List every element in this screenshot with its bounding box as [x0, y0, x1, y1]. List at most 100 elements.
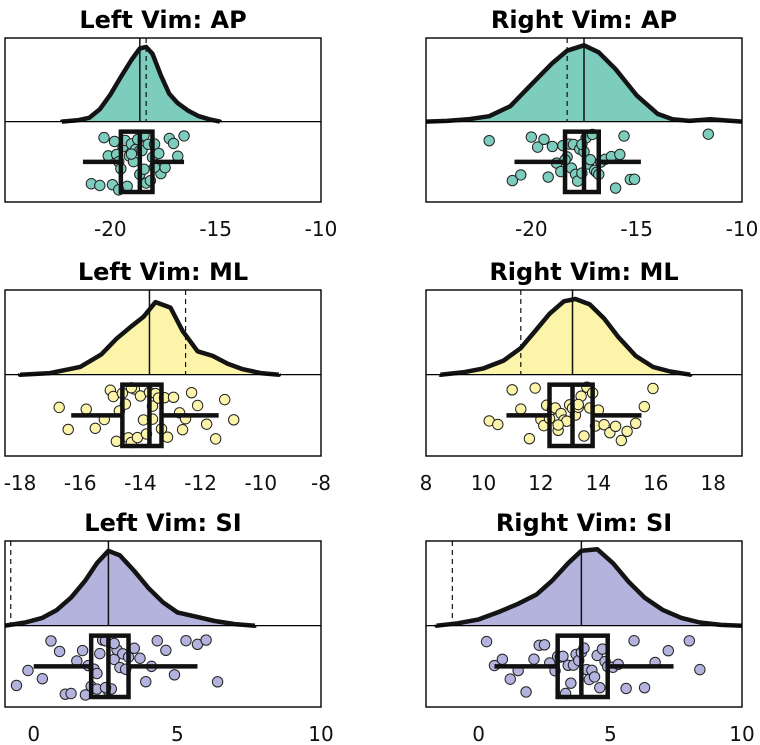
data-point — [628, 635, 640, 647]
data-point — [80, 403, 92, 415]
data-point — [36, 673, 49, 685]
x-tick-label: -18 — [4, 471, 37, 495]
x-tick-label: 10 — [308, 722, 333, 745]
data-point — [76, 644, 89, 657]
data-point — [62, 423, 74, 436]
data-point — [520, 686, 532, 698]
data-point — [588, 671, 601, 683]
data-point — [628, 173, 641, 185]
data-point — [151, 635, 163, 647]
data-point — [531, 141, 544, 153]
data-point — [65, 687, 77, 700]
panel-title: Left Vim: AP — [79, 6, 246, 34]
data-point — [45, 635, 57, 647]
data-point — [209, 433, 222, 445]
data-point — [538, 133, 550, 146]
data-point — [504, 673, 516, 685]
data-point — [94, 179, 106, 192]
x-tick-label: -10 — [305, 217, 338, 241]
x-tick-label: 10 — [729, 722, 754, 745]
data-point — [153, 147, 165, 160]
panel-title: Right Vim: ML — [489, 258, 678, 286]
data-point — [191, 399, 204, 412]
data-point — [140, 675, 152, 688]
data-point — [160, 644, 172, 657]
data-point — [492, 418, 504, 431]
x-tick-label: -14 — [124, 471, 157, 495]
x-tick-label: 14 — [586, 471, 611, 495]
data-point — [496, 653, 509, 666]
density-curve — [5, 548, 258, 628]
data-point — [647, 382, 659, 395]
panel-title: Left Vim: ML — [78, 258, 248, 286]
data-point — [702, 128, 714, 140]
panel-3: Left Vim: ML -18 -16 -14 -12 -10 -8 — [4, 258, 331, 495]
data-point — [168, 669, 181, 681]
density-curve — [438, 296, 693, 377]
data-point — [125, 148, 138, 160]
x-tick-label: -20 — [94, 217, 127, 241]
data-point — [621, 425, 633, 438]
data-point — [176, 424, 189, 436]
data-point — [98, 131, 110, 144]
data-point — [538, 639, 551, 651]
plot-frame — [4, 37, 322, 203]
panel-6: Right Vim: SI 0 5 10 — [425, 509, 755, 745]
panel-title: Right Vim: AP — [491, 6, 677, 34]
data-point — [565, 677, 577, 689]
data-point — [609, 420, 622, 432]
x-tick-label: 18 — [701, 471, 726, 495]
x-tick-label: 0 — [27, 722, 40, 745]
plot-frame — [4, 540, 322, 708]
density-curve — [434, 546, 742, 628]
plot-frame — [425, 540, 743, 708]
data-point — [211, 676, 224, 688]
data-point — [620, 682, 632, 695]
plot-frame — [4, 289, 322, 457]
data-point — [615, 434, 628, 447]
data-point — [515, 169, 527, 181]
data-point — [180, 634, 192, 647]
x-tick-label: 12 — [528, 471, 553, 495]
data-point — [523, 432, 536, 445]
panel-title: Left Vim: SI — [84, 509, 241, 537]
plot-frame — [425, 37, 743, 203]
data-point — [200, 634, 212, 646]
iqr-box — [118, 129, 155, 195]
data-point — [167, 137, 180, 150]
data-point — [528, 653, 540, 665]
data-point — [609, 182, 622, 194]
data-point — [94, 647, 106, 660]
data-point — [598, 419, 610, 431]
data-point — [110, 435, 123, 448]
x-tick-label: -20 — [515, 217, 548, 241]
data-point — [515, 403, 527, 415]
x-tick-label: 8 — [420, 471, 433, 495]
data-point — [506, 384, 518, 396]
data-point — [662, 645, 674, 657]
x-tick-label: -16 — [64, 471, 97, 495]
x-tick-label: 16 — [643, 471, 668, 495]
data-point — [618, 130, 630, 142]
data-point — [529, 382, 541, 394]
data-point — [167, 391, 180, 403]
data-point — [22, 664, 34, 677]
data-point — [638, 681, 651, 694]
data-point — [578, 430, 590, 442]
data-point — [584, 153, 597, 166]
x-tick-label: -12 — [184, 471, 217, 495]
data-point — [134, 652, 146, 664]
data-point — [185, 386, 198, 399]
panel-title: Right Vim: SI — [496, 509, 672, 537]
data-point — [483, 134, 495, 147]
panel-2: Right Vim: AP -20 -15 -10 — [425, 6, 758, 241]
panel-1: Left Vim: AP -20 -15 -10 — [4, 6, 338, 241]
data-point — [542, 171, 554, 183]
data-point — [525, 131, 538, 143]
data-point — [594, 681, 606, 694]
data-point — [683, 635, 696, 647]
data-point — [200, 418, 213, 430]
data-point — [630, 417, 642, 430]
x-tick-label: 0 — [472, 722, 485, 745]
